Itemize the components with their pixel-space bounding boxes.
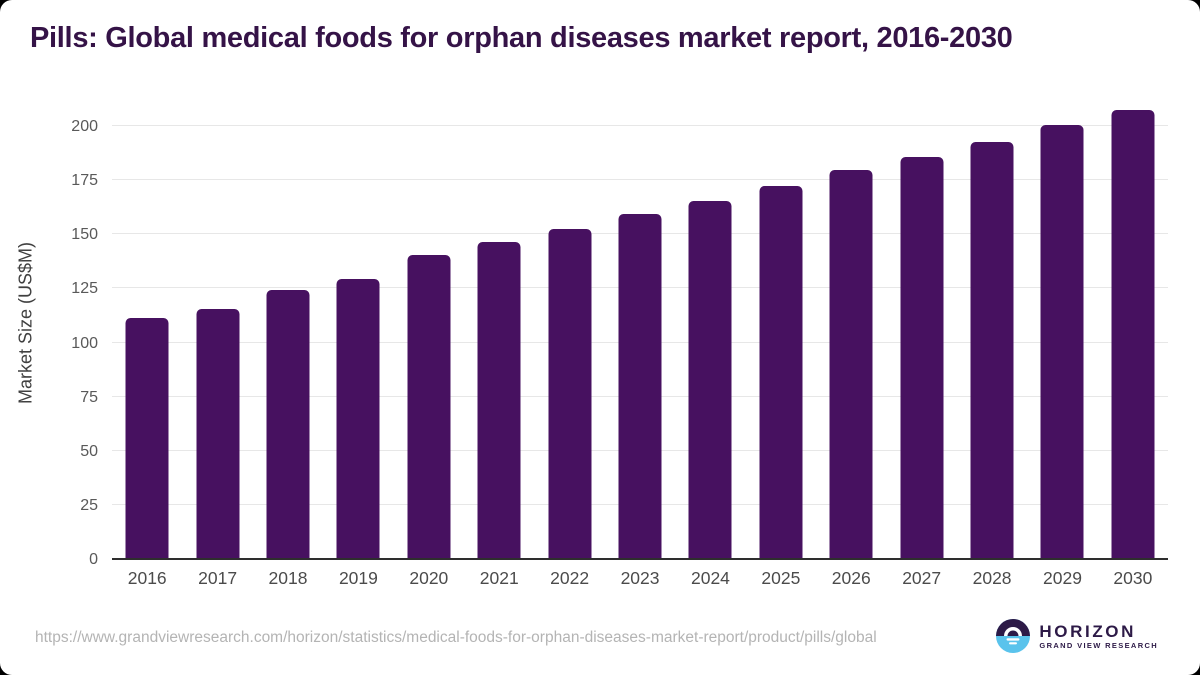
bar-slot-2020: 2020 (394, 127, 464, 588)
bar-2027 (900, 157, 944, 558)
bar-2020 (407, 254, 451, 558)
x-tick-label: 2018 (268, 568, 308, 588)
y-tick-label: 100 (71, 334, 98, 352)
bar-slot-2016: 2016 (112, 127, 182, 588)
x-tick-label: 2029 (1043, 568, 1082, 588)
bar-slot-2021: 2021 (464, 127, 534, 588)
horizon-logo-subtitle: GRAND VIEW RESEARCH (1039, 640, 1158, 650)
bar-slot-2028: 2028 (957, 127, 1027, 588)
horizon-logo: HORIZON GRAND VIEW RESEARCH (996, 619, 1158, 653)
bar-2021 (477, 241, 521, 558)
bar-2028 (970, 142, 1014, 558)
bar-2026 (829, 170, 873, 558)
chart-title: Pills: Global medical foods for orphan d… (30, 22, 1013, 54)
horizon-logo-title: HORIZON (1039, 621, 1137, 641)
bar-slot-2018: 2018 (253, 127, 323, 588)
x-tick-label: 2027 (902, 568, 942, 588)
bar-slot-2030: 2030 (1098, 109, 1168, 588)
x-tick-label: 2019 (338, 568, 378, 588)
y-tick-label: 75 (80, 388, 98, 406)
y-axis-title: Market Size (US$M) (15, 241, 36, 405)
bar-2019 (336, 278, 380, 558)
bar-slot-2027: 2027 (886, 127, 956, 588)
y-tick-label: 25 (80, 496, 98, 514)
y-tick-label: 50 (80, 442, 98, 460)
bar-slot-2023: 2023 (605, 127, 675, 588)
y-tick-label: 125 (71, 280, 98, 298)
bar-2017 (196, 309, 240, 558)
x-tick-label: 2030 (1113, 568, 1153, 588)
x-tick-label: 2022 (550, 568, 590, 588)
bar-slot-2022: 2022 (534, 127, 604, 588)
x-tick-label: 2028 (972, 568, 1012, 588)
horizon-logo-icon (996, 619, 1031, 653)
x-tick-label: 2020 (409, 568, 449, 588)
bar-series: 2016 2017 2018 2019 2020 2021 2022 2023 2024 2025… (112, 109, 1168, 588)
bar-2022 (548, 228, 592, 558)
gridline (112, 179, 1168, 181)
y-tick-label: 200 (71, 118, 98, 135)
bar-slot-2019: 2019 (323, 127, 393, 588)
x-tick-label: 2026 (831, 568, 871, 588)
bar-2025 (759, 185, 803, 558)
bar-slot-2026: 2026 (816, 127, 886, 588)
x-tick-label: 2025 (761, 568, 801, 588)
bar-slot-2025: 2025 (746, 127, 816, 588)
source-url: https://www.grandviewresearch.com/horizo… (35, 629, 877, 646)
horizon-logo-text: HORIZON GRAND VIEW RESEARCH (1039, 623, 1158, 650)
bar-2024 (688, 200, 732, 558)
y-tick-label: 175 (71, 172, 98, 190)
bar-slot-2017: 2017 (182, 127, 252, 588)
bar-slot-2029: 2029 (1027, 125, 1097, 588)
x-tick-label: 2016 (127, 568, 167, 588)
x-tick-label: 2021 (479, 568, 519, 588)
x-tick-label: 2017 (198, 568, 238, 588)
bar-2030 (1111, 109, 1155, 558)
x-tick-label: 2024 (690, 568, 730, 588)
gridline (112, 125, 1168, 126)
bar-2023 (618, 213, 662, 558)
x-tick-label: 2023 (620, 568, 660, 588)
bar-2016 (125, 317, 169, 558)
bar-slot-2024: 2024 (675, 127, 745, 588)
y-tick-label: 0 (89, 551, 98, 568)
bar-2029 (1040, 125, 1084, 558)
y-tick-label: 150 (71, 226, 98, 244)
plot-area: 2016 2017 2018 2019 2020 2021 2022 2023 2024 2025… (112, 109, 1168, 588)
bar-2018 (266, 289, 310, 558)
